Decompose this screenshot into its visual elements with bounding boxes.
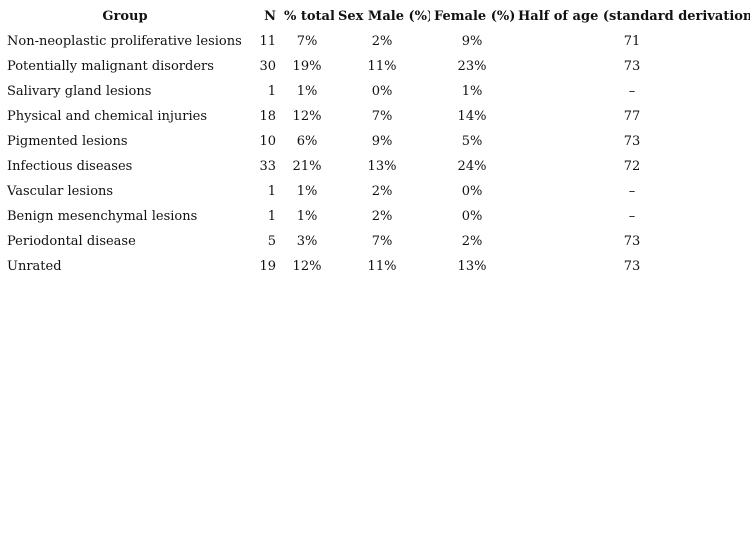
table-cell: 73 (623, 59, 641, 74)
table-cell: 21% (292, 159, 322, 174)
table-row: Periodontal disease 5 3% 7% 2% 73 (0, 229, 750, 254)
table-cell: Non-neoplastic proliferative lesions (7, 34, 242, 49)
table-cell: Physical and chemical injuries (7, 109, 208, 124)
table-cell: 33 (259, 159, 276, 174)
table-cell: 30 (259, 59, 276, 74)
table-cell: 1 (267, 209, 276, 224)
table-cell: Periodontal disease (7, 234, 136, 249)
table-cell: 10 (259, 134, 276, 149)
table-row: Salivary gland lesions 1 1% 0% 1% – (0, 79, 750, 104)
table-cell: 0% (461, 184, 483, 199)
table-cell: Benign mesenchymal lesions (7, 209, 198, 224)
table-cell: Salivary gland lesions (7, 84, 152, 99)
table-cell: 1% (296, 209, 318, 224)
table-cell: 1 (267, 184, 276, 199)
table-cell: 73 (623, 134, 641, 149)
table-row: Benign mesenchymal lesions 1 1% 2% 0% – (0, 204, 750, 229)
table-cell: 73 (623, 234, 641, 249)
table-cell: 7% (371, 234, 393, 249)
table-cell: 24% (457, 159, 487, 174)
header-row: Group N % total Sex Male (%) Female (%) Half … (0, 4, 750, 29)
table-cell: – (628, 209, 636, 224)
header-cell: Half of age (standard derivation) (518, 9, 750, 24)
table-row: Potentially malignant disorders 30 19% 11% 2… (0, 54, 750, 79)
table-cell: 23% (457, 59, 487, 74)
table-body: Non-neoplastic proliferative lesions 11 7%… (0, 29, 750, 279)
table-cell: 5 (267, 234, 276, 249)
table-cell: 11 (259, 34, 276, 49)
table-cell: 71 (623, 34, 641, 49)
table-row: Vascular lesions 1 1% 2% 0% – (0, 179, 750, 204)
header-cell: % total (284, 9, 334, 24)
table-cell: 7% (371, 109, 393, 124)
table-row: Pigmented lesions 10 6% 9% 5% 73 (0, 129, 750, 154)
table-cell: Unrated (7, 259, 62, 274)
table-cell: Potentially malignant disorders (7, 59, 214, 74)
table-cell: 9% (461, 34, 483, 49)
table-cell: 2% (371, 34, 393, 49)
data-table: Group N % total Sex Male (%) Female (%) Half … (0, 4, 750, 279)
table-cell: 19% (292, 59, 322, 74)
table-cell: 9% (371, 134, 393, 149)
table-cell: 5% (461, 134, 483, 149)
table-cell: 0% (371, 84, 393, 99)
table-cell: 1% (461, 84, 483, 99)
table-cell: 7% (296, 34, 318, 49)
table-cell: Pigmented lesions (7, 134, 128, 149)
table-cell: 0% (461, 209, 483, 224)
table-cell: 13% (457, 259, 487, 274)
table-cell: – (628, 84, 636, 99)
table-cell: 72 (623, 159, 641, 174)
table-cell: 73 (623, 259, 641, 274)
table-cell: 12% (292, 259, 322, 274)
table-row: Unrated 19 12% 11% 13% 73 (0, 254, 750, 279)
table-cell: 19 (259, 259, 276, 274)
table-cell: 14% (457, 109, 487, 124)
table-cell: 13% (367, 159, 397, 174)
table-cell: Infectious diseases (7, 159, 133, 174)
table-cell: 1 (267, 84, 276, 99)
table-cell: Vascular lesions (7, 184, 114, 199)
table-cell: 6% (296, 134, 318, 149)
table-row: Non-neoplastic proliferative lesions 11 7%… (0, 29, 750, 54)
table-cell: 2% (461, 234, 483, 249)
table-cell: 1% (296, 84, 318, 99)
table-cell: 11% (367, 259, 397, 274)
table-cell: – (628, 184, 636, 199)
table-cell: 11% (367, 59, 397, 74)
header-cell: N (264, 9, 276, 24)
table-row: Infectious diseases 33 21% 13% 24% 72 (0, 154, 750, 179)
table-cell: 2% (371, 184, 393, 199)
table-cell: 12% (292, 109, 322, 124)
table-cell: 18 (259, 109, 276, 124)
table-cell: 77 (623, 109, 641, 124)
table-cell: 3% (296, 234, 318, 249)
page: {"table": { "header": ["Group", "N", "% … (0, 4, 754, 559)
header-cell: Sex Male (%) (338, 9, 430, 24)
table-cell: 1% (296, 184, 318, 199)
header-cell: Group (102, 9, 148, 24)
table-row: Physical and chemical injuries 18 12% 7% 14%… (0, 104, 750, 129)
table-cell: 2% (371, 209, 393, 224)
header-cell: Female (%) (434, 9, 514, 24)
